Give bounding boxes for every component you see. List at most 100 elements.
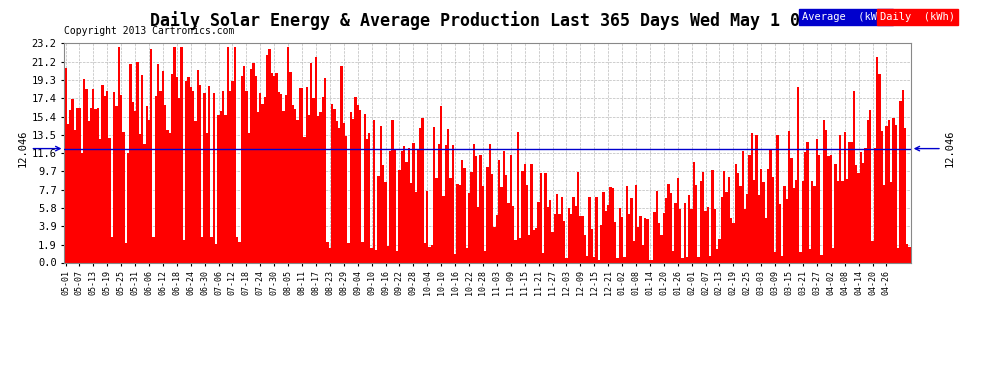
Bar (412, 142, 415, 262)
Bar (168, 133, 171, 262)
Bar (363, 114, 366, 262)
Bar (296, 120, 299, 262)
Bar (586, 256, 588, 262)
Bar (472, 144, 475, 262)
Bar (438, 144, 440, 262)
Bar (904, 129, 906, 262)
Bar (308, 116, 310, 262)
Bar (256, 112, 259, 262)
Bar (241, 76, 243, 262)
Bar (764, 218, 767, 262)
Bar (433, 126, 436, 262)
Bar (137, 62, 139, 262)
Bar (621, 217, 624, 262)
Bar (227, 47, 229, 262)
Bar (533, 230, 536, 262)
Bar (78, 108, 80, 262)
Bar (405, 162, 408, 262)
Bar (69, 110, 71, 262)
Bar (906, 244, 909, 262)
Bar (375, 250, 377, 262)
Bar (294, 109, 296, 262)
Bar (152, 237, 154, 262)
Bar (635, 185, 638, 262)
Bar (299, 88, 301, 262)
Bar (746, 194, 748, 262)
Bar (109, 138, 111, 262)
Bar (349, 112, 351, 262)
Bar (719, 239, 721, 262)
Bar (139, 134, 141, 262)
Bar (64, 68, 66, 262)
Bar (345, 136, 347, 262)
Bar (651, 260, 653, 262)
Bar (753, 180, 755, 262)
Bar (774, 252, 776, 262)
Bar (322, 97, 324, 262)
Bar (888, 120, 890, 262)
Bar (206, 134, 208, 262)
Bar (113, 92, 116, 262)
Bar (204, 93, 206, 262)
Bar (106, 91, 109, 262)
Bar (825, 130, 828, 262)
Bar (640, 216, 642, 262)
Bar (577, 172, 579, 262)
Bar (259, 93, 261, 262)
Bar (839, 135, 842, 262)
Bar (584, 235, 586, 262)
Bar (422, 118, 424, 262)
Bar (883, 185, 885, 262)
Bar (600, 225, 602, 262)
Bar (80, 153, 83, 262)
Bar (334, 109, 336, 262)
Bar (431, 245, 433, 262)
Bar (855, 165, 857, 262)
Bar (366, 139, 368, 262)
Bar (762, 182, 764, 262)
Bar (845, 179, 848, 262)
Bar (225, 115, 227, 262)
Bar (454, 254, 456, 262)
Bar (141, 75, 144, 262)
Bar (208, 86, 211, 262)
Bar (503, 152, 505, 262)
Bar (266, 55, 268, 262)
Bar (458, 185, 461, 262)
Bar (778, 204, 781, 262)
Bar (874, 148, 876, 262)
Bar (482, 186, 484, 262)
Bar (553, 214, 556, 262)
Bar (403, 146, 405, 262)
Bar (709, 256, 712, 262)
Bar (707, 207, 709, 262)
Bar (521, 171, 524, 262)
Bar (628, 214, 631, 262)
Bar (526, 185, 528, 262)
Bar (551, 232, 553, 262)
Bar (292, 105, 294, 262)
Bar (243, 66, 246, 262)
Bar (524, 164, 526, 262)
Bar (786, 200, 788, 262)
Bar (445, 145, 447, 262)
Bar (528, 235, 531, 262)
Bar (690, 209, 693, 262)
Bar (697, 257, 700, 262)
Bar (609, 188, 612, 262)
Bar (429, 247, 431, 262)
Bar (289, 72, 292, 262)
Bar (581, 216, 584, 262)
Bar (602, 192, 605, 262)
Bar (818, 155, 821, 262)
Bar (695, 185, 697, 262)
Bar (842, 181, 843, 262)
Bar (440, 106, 443, 262)
Bar (380, 126, 382, 262)
Bar (767, 168, 769, 262)
Bar (239, 242, 241, 262)
Bar (384, 182, 387, 262)
Bar (178, 98, 180, 262)
Bar (76, 108, 78, 262)
Bar (619, 208, 621, 262)
